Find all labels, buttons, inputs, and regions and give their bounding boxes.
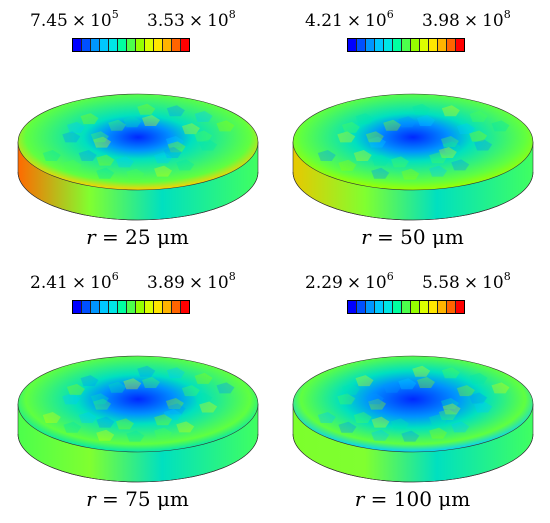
colorbar-swatch — [109, 39, 118, 51]
colorbar-swatch — [447, 301, 456, 313]
colorbar-swatch — [375, 301, 384, 313]
colorbar-swatch — [154, 301, 163, 313]
colorbar-swatch — [456, 39, 464, 51]
colorbar-swatch — [402, 301, 411, 313]
colorbar-swatch — [420, 301, 429, 313]
disc-contour-plot — [292, 355, 534, 483]
colorbar-range: 4.21 × 106 3.98 × 108 — [275, 8, 550, 31]
colorbar-swatch — [163, 301, 172, 313]
colorbar-swatch — [348, 301, 357, 313]
colorbar — [347, 300, 465, 314]
colorbar-min-value: 2.41 × 106 — [30, 270, 119, 293]
radius-label: r = 50 μm — [361, 225, 464, 249]
radius-label: r = 25 μm — [86, 225, 189, 249]
colorbar — [72, 38, 190, 52]
colorbar-swatch — [366, 39, 375, 51]
colorbar-swatch — [136, 301, 145, 313]
colorbar-swatch — [429, 301, 438, 313]
colorbar-swatch — [438, 39, 447, 51]
colorbar-max-value: 3.89 × 108 — [147, 270, 236, 293]
colorbar-swatch — [118, 39, 127, 51]
colorbar-swatch — [172, 39, 181, 51]
disc-contour-plot — [17, 93, 259, 221]
colorbar-swatch — [375, 39, 384, 51]
colorbar-swatch — [429, 39, 438, 51]
colorbar-swatch — [402, 39, 411, 51]
colorbar-swatch — [366, 301, 375, 313]
colorbar-max-value: 3.53 × 108 — [147, 8, 236, 31]
colorbar-swatch — [411, 301, 420, 313]
colorbar-swatch — [357, 301, 366, 313]
colorbar-swatch — [118, 301, 127, 313]
colorbar-max-value: 5.58 × 108 — [422, 270, 511, 293]
colorbar-swatch — [447, 39, 456, 51]
colorbar-swatch — [127, 301, 136, 313]
colorbar-swatch — [91, 301, 100, 313]
colorbar-swatch — [393, 301, 402, 313]
disc-contour-plot — [292, 93, 534, 221]
colorbar — [347, 38, 465, 52]
colorbar-swatch — [82, 39, 91, 51]
colorbar-swatch — [100, 39, 109, 51]
colorbar-max-value: 3.98 × 108 — [422, 8, 511, 31]
contour-panel-r75: 2.41 × 106 3.89 × 108 r = 75 μm — [0, 262, 275, 523]
colorbar-swatch — [136, 39, 145, 51]
colorbar-min-value: 2.29 × 106 — [305, 270, 394, 293]
colorbar-swatch — [73, 39, 82, 51]
radius-label: r = 100 μm — [354, 487, 471, 511]
colorbar-swatch — [181, 39, 189, 51]
colorbar — [72, 300, 190, 314]
colorbar-swatch — [456, 301, 464, 313]
colorbar-swatch — [100, 301, 109, 313]
colorbar-swatch — [82, 301, 91, 313]
contour-panel-r50: 4.21 × 106 3.98 × 108 r = 50 μm — [275, 0, 550, 261]
colorbar-min-value: 7.45 × 105 — [30, 8, 119, 31]
colorbar-swatch — [393, 39, 402, 51]
radius-label: r = 75 μm — [86, 487, 189, 511]
colorbar-swatch — [73, 301, 82, 313]
colorbar-swatch — [348, 39, 357, 51]
colorbar-swatch — [109, 301, 118, 313]
colorbar-swatch — [172, 301, 181, 313]
colorbar-swatch — [145, 39, 154, 51]
colorbar-swatch — [145, 301, 154, 313]
colorbar-range: 2.41 × 106 3.89 × 108 — [0, 270, 275, 293]
colorbar-swatch — [420, 39, 429, 51]
colorbar-range: 7.45 × 105 3.53 × 108 — [0, 8, 275, 31]
colorbar-min-value: 4.21 × 106 — [305, 8, 394, 31]
colorbar-swatch — [91, 39, 100, 51]
contour-panel-r25: 7.45 × 105 3.53 × 108 r = 25 μm — [0, 0, 275, 261]
disc-contour-plot — [17, 355, 259, 483]
colorbar-swatch — [154, 39, 163, 51]
colorbar-swatch — [384, 301, 393, 313]
colorbar-swatch — [127, 39, 136, 51]
colorbar-range: 2.29 × 106 5.58 × 108 — [275, 270, 550, 293]
colorbar-swatch — [411, 39, 420, 51]
colorbar-swatch — [181, 301, 189, 313]
colorbar-swatch — [163, 39, 172, 51]
contour-panel-r100: 2.29 × 106 5.58 × 108 r = 100 μm — [275, 262, 550, 523]
colorbar-swatch — [438, 301, 447, 313]
colorbar-swatch — [357, 39, 366, 51]
colorbar-swatch — [384, 39, 393, 51]
